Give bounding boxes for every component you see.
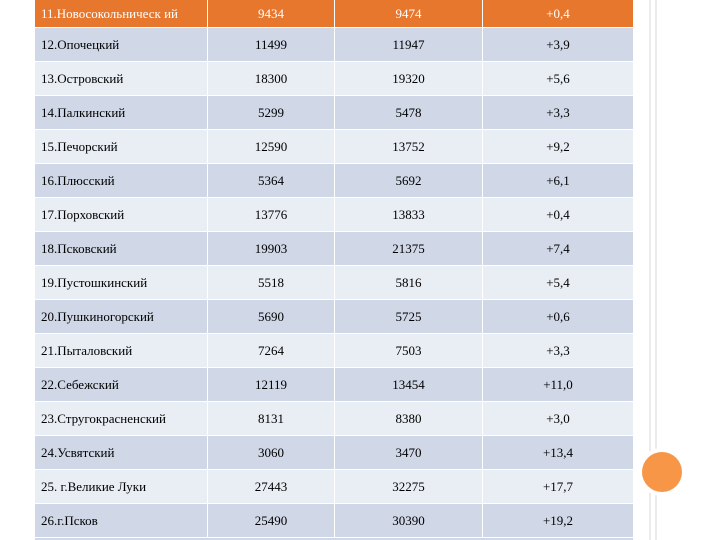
table-row: 20.Пушкиногорский 5690 5725 +0,6: [35, 300, 633, 334]
table-cell: +5,4: [546, 274, 570, 290]
table-cell: 18300: [208, 62, 335, 95]
table-cell: 5725: [335, 300, 483, 333]
district-name: 17.Порховский: [35, 198, 208, 231]
district-name: 13.Островский: [35, 62, 208, 95]
table-cell: 9474: [335, 0, 483, 27]
district-name: 25. г.Великие Луки: [35, 470, 208, 503]
table-row: 11.Новосокольническ ий 9434 9474 +0,4: [35, 0, 633, 28]
table-cell: +19,2: [542, 512, 574, 528]
table-row: 26.г.Псков 25490 30390 +19,2: [35, 504, 633, 538]
district-name: 15.Печорский: [35, 130, 208, 163]
table-cell: +3,3: [546, 342, 570, 358]
table-row: 23.Стругокрасненский 8131 8380 +3,0: [35, 402, 633, 436]
table-cell: 13833: [335, 198, 483, 231]
table-cell: 12590: [208, 130, 335, 163]
table-row: 16.Плюсский 5364 5692 +6,1: [35, 164, 633, 198]
table-cell: +13,4: [542, 444, 574, 460]
table-cell: +9,2: [546, 138, 570, 154]
table-cell: 5299: [208, 96, 335, 129]
bottom-row: [35, 538, 633, 540]
table-cell: +17,7: [542, 478, 574, 494]
table-cell: 5692: [335, 164, 483, 197]
table-cell: +11,0: [543, 376, 573, 392]
table-cell: 21375: [335, 232, 483, 265]
table-cell: +3,9: [546, 36, 570, 52]
district-name: 26.г.Псков: [35, 504, 208, 537]
table-cell: 11947: [335, 28, 483, 61]
district-name: 23.Стругокрасненский: [35, 402, 208, 435]
table-cell: 7264: [208, 334, 335, 367]
table-cell: 13776: [208, 198, 335, 231]
table-row: 18.Псковский 19903 21375 +7,4: [35, 232, 633, 266]
district-name: 24.Усвятский: [35, 436, 208, 469]
table-cell: 32275: [335, 470, 483, 503]
table-cell: 5518: [208, 266, 335, 299]
district-name: 20.Пушкиногорский: [35, 300, 208, 333]
district-name: 12.Опочецкий: [35, 28, 208, 61]
table-cell: 5478: [335, 96, 483, 129]
table-cell: 5816: [335, 266, 483, 299]
table-cell: 11499: [208, 28, 335, 61]
table-row: 14.Палкинский 5299 5478 +3,3: [35, 96, 633, 130]
table-row: 25. г.Великие Луки 27443 32275 +17,7: [35, 470, 633, 504]
table-cell: 25490: [208, 504, 335, 537]
table-cell: 19320: [335, 62, 483, 95]
table-row: 13.Островский 18300 19320 +5,6: [35, 62, 633, 96]
table-row: 22.Себежский 12119 13454 +11,0: [35, 368, 633, 402]
table-cell: +7,4: [546, 240, 570, 256]
district-name: 14.Палкинский: [35, 96, 208, 129]
table-row: 17.Порховский 13776 13833 +0,4: [35, 198, 633, 232]
table-cell: 8380: [335, 402, 483, 435]
district-name: 16.Плюсский: [35, 164, 208, 197]
table-cell: 3060: [208, 436, 335, 469]
district-name: 11.Новосокольническ ий: [35, 0, 208, 27]
district-name: 19.Пустошкинский: [35, 266, 208, 299]
table-row: 21.Пыталовский 7264 7503 +3,3: [35, 334, 633, 368]
table-cell: +6,1: [546, 172, 570, 188]
table-row: 24.Усвятский 3060 3470 +13,4: [35, 436, 633, 470]
circle-ornament: [642, 452, 682, 492]
table-cell: 30390: [335, 504, 483, 537]
table-cell: 5690: [208, 300, 335, 333]
table-cell: 13752: [335, 130, 483, 163]
table-cell: 19903: [208, 232, 335, 265]
table-cell: 27443: [208, 470, 335, 503]
district-name: 21.Пыталовский: [35, 334, 208, 367]
table-row: 15.Печорский 12590 13752 +9,2: [35, 130, 633, 164]
table-cell: 5364: [208, 164, 335, 197]
district-name: 18.Псковский: [35, 232, 208, 265]
table-cell: 8131: [208, 402, 335, 435]
table-cell: +0,4: [546, 206, 570, 222]
table-cell: 9434: [208, 0, 335, 27]
table-cell: +3,0: [546, 410, 570, 426]
district-name: 22.Себежский: [35, 368, 208, 401]
table-row: 12.Опочецкий 11499 11947 +3,9: [35, 28, 633, 62]
table-cell: +0,6: [546, 308, 570, 324]
table-cell: 7503: [335, 334, 483, 367]
table-cell: +0,4: [546, 6, 570, 21]
circle-ring: [638, 448, 686, 496]
table-cell: 12119: [208, 368, 335, 401]
table-cell: +5,6: [546, 70, 570, 86]
table-cell: 13454: [335, 368, 483, 401]
table-cell: +3,3: [546, 104, 570, 120]
table-row: 19.Пустошкинский 5518 5816 +5,4: [35, 266, 633, 300]
table-cell: 3470: [335, 436, 483, 469]
